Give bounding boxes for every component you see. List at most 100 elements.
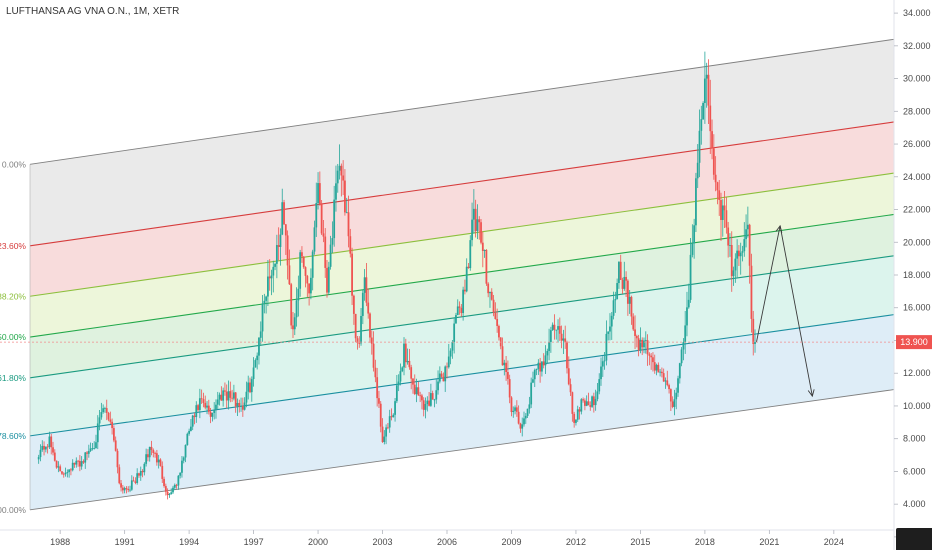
candle-body: [188, 430, 191, 434]
candle-body: [259, 331, 262, 338]
candle-body: [467, 266, 470, 269]
candle-body: [472, 208, 475, 220]
candle-body: [598, 379, 601, 392]
candle-body: [444, 366, 447, 382]
candle: [435, 379, 438, 404]
candle-body: [696, 162, 699, 179]
price-axis[interactable]: 2.0004.0006.0008.00010.00012.00014.00016…: [894, 8, 931, 542]
candle-body: [655, 364, 658, 371]
candle-body: [265, 296, 268, 301]
candle-body: [370, 337, 373, 344]
candle: [121, 484, 124, 494]
candle-body: [104, 408, 106, 409]
candle: [591, 395, 593, 409]
candle-body: [152, 450, 155, 453]
candle: [179, 472, 182, 479]
candle-body: [644, 340, 647, 341]
candle: [600, 357, 602, 386]
candle: [626, 279, 629, 316]
candle-body: [453, 323, 456, 342]
candle: [344, 169, 346, 216]
candle: [661, 367, 663, 378]
candle-body: [270, 275, 273, 279]
candle: [650, 353, 653, 370]
candle-body: [746, 224, 749, 230]
candle-body: [374, 367, 377, 378]
tradingview-logo-icon[interactable]: [896, 528, 932, 550]
candle-body: [510, 397, 513, 413]
candle: [687, 283, 690, 309]
candle: [562, 329, 565, 354]
candle-body: [64, 472, 67, 475]
candle-body: [93, 448, 96, 449]
candle-body: [675, 392, 678, 400]
candle: [336, 163, 339, 193]
candle-body: [512, 410, 515, 413]
candle-body: [198, 398, 201, 410]
candle: [560, 325, 563, 349]
candle: [598, 373, 601, 395]
candle-body: [526, 408, 529, 416]
candle: [682, 338, 685, 361]
candle-body: [322, 233, 325, 237]
time-axis[interactable]: 1988 1991 1994 1997 2000 2003 2006 2009 2012 2015…: [50, 530, 844, 547]
candle-body: [557, 326, 559, 330]
candle: [358, 336, 361, 348]
candle: [739, 242, 742, 275]
candle: [601, 356, 604, 377]
candle: [532, 371, 534, 384]
candle: [107, 411, 110, 422]
candle: [320, 199, 323, 236]
candle: [61, 471, 63, 476]
candle-body: [313, 227, 316, 252]
candle: [170, 488, 173, 495]
candle-body: [297, 288, 300, 301]
candle-body: [306, 275, 309, 284]
candle: [669, 388, 672, 412]
candle-body: [344, 180, 346, 213]
candle: [544, 345, 547, 374]
candle: [57, 461, 60, 473]
candle: [745, 214, 747, 248]
candle: [138, 472, 140, 478]
candle-body: [349, 236, 352, 254]
candle-body: [61, 471, 63, 474]
candle-body: [121, 487, 124, 491]
candle-body: [274, 263, 276, 267]
candle: [426, 396, 429, 412]
candle-body: [309, 277, 312, 294]
candle-body: [241, 405, 244, 410]
candle-body: [555, 329, 558, 331]
candle: [200, 389, 203, 404]
fib-line-6: [29, 389, 895, 511]
candle: [71, 459, 74, 472]
candle-body: [621, 279, 624, 289]
candle: [711, 119, 713, 160]
candle: [605, 320, 608, 366]
candle: [413, 374, 416, 396]
candle-body: [383, 436, 386, 443]
candle-body: [523, 418, 525, 425]
candle-body: [143, 463, 146, 473]
candle: [367, 288, 370, 319]
candle-body: [508, 379, 511, 398]
candle-body: [537, 362, 540, 369]
candle-body: [356, 338, 359, 343]
candle: [351, 247, 353, 306]
candle: [204, 395, 207, 410]
candle: [247, 375, 250, 400]
candle: [89, 442, 92, 453]
candle-body: [304, 267, 307, 276]
candle-body: [342, 175, 345, 181]
candle-body: [62, 473, 65, 475]
candle: [168, 493, 171, 498]
candle-body: [41, 445, 44, 450]
candle-body: [96, 423, 99, 443]
candle-body: [705, 74, 708, 79]
candle: [159, 458, 162, 467]
candle-body: [530, 382, 533, 405]
candle: [48, 431, 51, 450]
candle: [428, 391, 430, 407]
candle: [182, 456, 185, 464]
